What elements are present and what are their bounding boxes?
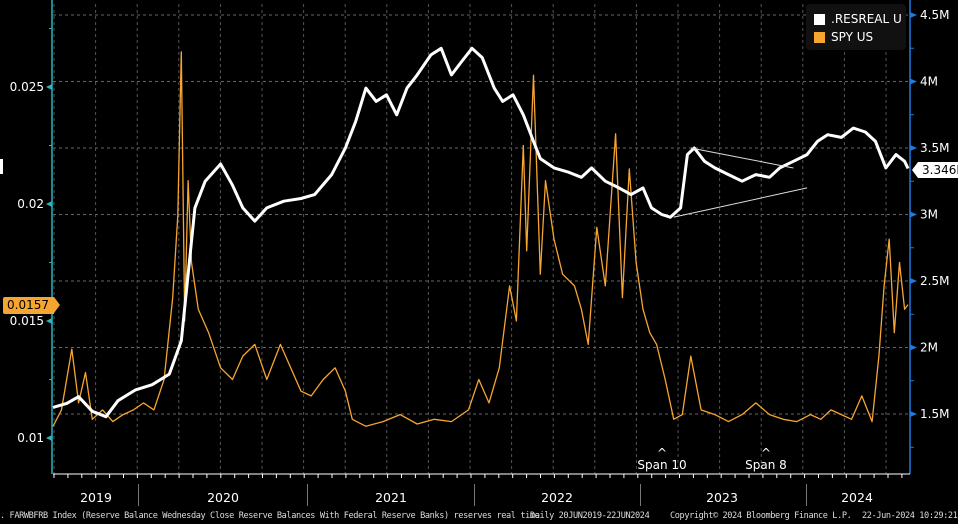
legend[interactable]: .RESREAL U SPY US [806,4,906,50]
svg-text:4M: 4M [920,75,938,89]
footer-timestamp: 22-Jun-2024 10:29:21 [862,511,958,521]
year-label: 2019 [80,490,112,505]
gridlines [53,4,908,474]
left-last-value-badge: 0.0157 [3,297,60,314]
footer-range: Daily 20JUN2019-22JUN2024 [530,511,650,521]
legend-item-spy[interactable]: SPY US [814,29,873,45]
year-label: 2024 [841,490,873,505]
span-label[interactable]: Span 8 [745,458,787,472]
year-divider [640,484,641,506]
left-axis: 0.01 0.015 0.02 0.025 [10,0,53,474]
year-divider [806,484,807,506]
legend-item-resreal[interactable]: .RESREAL U [814,11,902,27]
svg-text:0.02: 0.02 [17,197,44,211]
svg-text:4.5M: 4.5M [920,8,949,22]
left-edge-marker [0,159,3,174]
svg-text:3.5M: 3.5M [920,141,949,155]
svg-text:2.5M: 2.5M [920,274,949,288]
footer-description: . FARWBFRB Index (Reserve Balance Wednes… [0,511,540,521]
year-divider [138,484,139,506]
span-label[interactable]: Span 10 [637,458,687,472]
svg-text:0.015: 0.015 [10,314,44,328]
series-resreal [52,46,910,419]
legend-swatch-orange [814,31,825,43]
year-label: 2023 [706,490,738,505]
svg-text:0.025: 0.025 [10,80,44,94]
legend-label: .RESREAL U [831,12,902,26]
trendlines [673,147,808,218]
svg-text:1.5M: 1.5M [920,407,949,421]
svg-text:2M: 2M [920,341,938,355]
year-divider [474,484,475,506]
series-spy-us [52,51,909,427]
span-caret-icon: ^ [760,446,772,460]
legend-label: SPY US [831,30,874,44]
year-label: 2022 [541,490,573,505]
year-divider [307,484,308,506]
svg-text:0.01: 0.01 [17,431,44,445]
footer: . FARWBFRB Index (Reserve Balance Wednes… [0,510,958,524]
x-axis [53,473,910,478]
right-axis: 1.5M 2M 2.5M 3M 3.5M 4M 4.5M [909,0,949,474]
legend-swatch-white [814,13,825,25]
year-label: 2020 [207,490,239,505]
svg-text:3M: 3M [920,208,938,222]
year-label: 2021 [375,490,407,505]
span-caret-icon: ^ [656,446,668,460]
footer-copyright: Copyright© 2024 Bloomberg Finance L.P. [670,511,852,521]
right-last-value-badge: 3.346M [912,162,958,178]
